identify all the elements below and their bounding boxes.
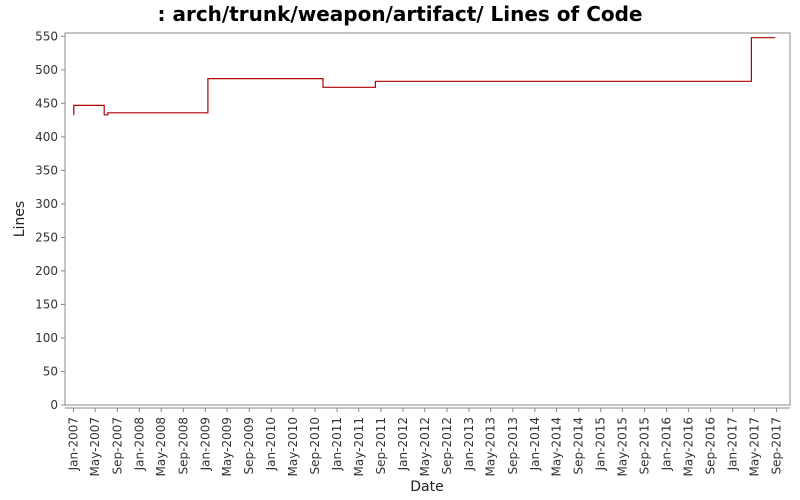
- x-tick-label: Sep-2009: [242, 417, 256, 475]
- x-tick-label: May-2009: [220, 417, 234, 476]
- x-tick-label: Jan-2010: [264, 417, 278, 471]
- series-layer: [73, 37, 776, 116]
- x-tick-label: Sep-2011: [374, 417, 388, 475]
- x-tick-label: Sep-2014: [572, 417, 586, 475]
- x-tick-label: Jan-2011: [330, 417, 344, 471]
- x-tick-label: Jan-2016: [660, 417, 674, 471]
- x-tick-label: Jan-2007: [66, 417, 80, 471]
- x-tick-label: May-2016: [681, 417, 695, 476]
- y-axis: 0 50 100 150 200 250 300 350 400 450 500 550: [35, 29, 65, 412]
- series-line: [73, 37, 776, 116]
- x-tick-label: Sep-2016: [704, 417, 718, 475]
- x-tick-label: Sep-2015: [638, 417, 652, 475]
- x-axis: Jan-2007 May-2007 Sep-2007 Jan-2008 May-2008…: [66, 408, 783, 476]
- x-tick-label: May-2008: [154, 417, 168, 476]
- x-axis-title: Date: [410, 479, 443, 495]
- x-tick-label: May-2007: [88, 417, 102, 476]
- x-tick-label: May-2012: [418, 417, 432, 476]
- x-tick-label: Jan-2012: [396, 417, 410, 471]
- x-tick-label: Jan-2017: [726, 417, 740, 471]
- x-tick-label: Jan-2009: [198, 417, 212, 471]
- x-tick-label: Sep-2008: [176, 417, 190, 475]
- plot-area: [64, 32, 791, 406]
- x-tick-label: Jan-2013: [462, 417, 476, 471]
- x-tick-label: Jan-2008: [132, 417, 146, 471]
- y-tick-label: 50: [43, 364, 58, 378]
- x-tick-label: Jan-2015: [594, 417, 608, 471]
- y-tick-label: 300: [35, 197, 58, 211]
- x-tick-label: Sep-2010: [308, 417, 322, 475]
- x-tick-label: May-2015: [615, 417, 629, 476]
- y-tick-label: 250: [35, 230, 58, 244]
- x-tick-label: Sep-2017: [769, 417, 783, 475]
- y-tick-label: 400: [35, 130, 58, 144]
- y-tick-label: 550: [35, 29, 58, 43]
- x-tick-label: Jan-2014: [528, 417, 542, 471]
- y-tick-label: 150: [35, 297, 58, 311]
- y-tick-label: 200: [35, 264, 58, 278]
- y-tick-label: 0: [50, 398, 58, 412]
- x-tick-label: May-2013: [484, 417, 498, 476]
- x-tick-label: May-2010: [286, 417, 300, 476]
- y-tick-label: 100: [35, 331, 58, 345]
- y-tick-label: 450: [35, 96, 58, 110]
- x-tick-label: May-2017: [747, 417, 761, 476]
- x-tick-label: May-2014: [550, 417, 564, 476]
- chart-title: : arch/trunk/weapon/artifact/ Lines of C…: [157, 2, 643, 26]
- x-tick-label: May-2011: [352, 417, 366, 476]
- y-axis-title: Lines: [12, 201, 28, 237]
- x-tick-label: Sep-2013: [506, 417, 520, 475]
- y-tick-label: 350: [35, 163, 58, 177]
- y-tick-label: 500: [35, 63, 58, 77]
- x-tick-label: Sep-2012: [440, 417, 454, 475]
- x-tick-label: Sep-2007: [110, 417, 124, 475]
